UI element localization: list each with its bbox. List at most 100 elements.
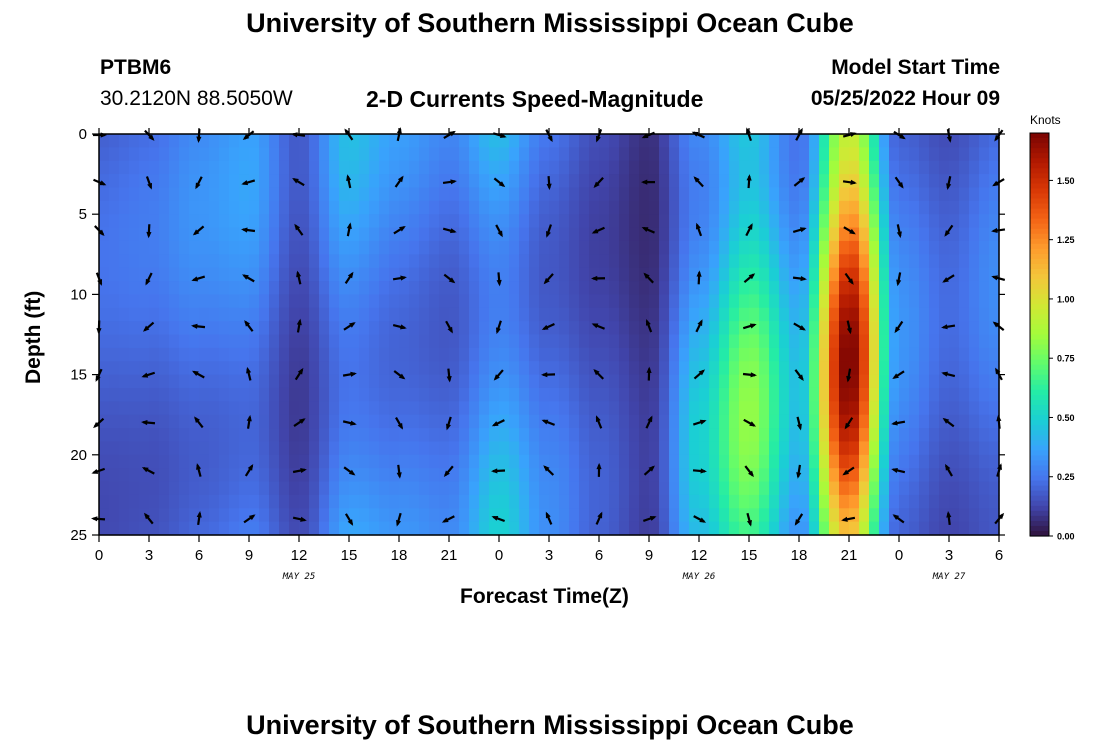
heat-cell (339, 321, 350, 336)
heat-cell (259, 361, 270, 376)
heat-cell (849, 294, 860, 309)
heat-cell (919, 494, 930, 509)
heat-cell (969, 347, 980, 362)
heat-cell (729, 200, 740, 215)
heat-cell (839, 281, 850, 295)
heat-cell (99, 454, 110, 469)
heat-cell (469, 281, 480, 295)
heat-cell (739, 508, 750, 523)
heat-cell (199, 160, 210, 175)
heat-cell (149, 481, 160, 496)
heat-cell (659, 347, 670, 362)
heat-cell (149, 214, 160, 229)
heat-cell (459, 481, 470, 496)
heat-cell (379, 187, 390, 202)
heat-cell (809, 414, 820, 429)
heat-cell (299, 214, 310, 229)
heat-cell (269, 240, 280, 255)
heat-cell (829, 387, 840, 402)
heat-cell (169, 521, 180, 536)
heat-cell (199, 414, 210, 429)
heat-cell (749, 134, 760, 148)
heat-cell (349, 481, 360, 496)
colorbar-swatch (1030, 188, 1049, 195)
heat-cell (959, 160, 970, 175)
heat-cell (729, 160, 740, 175)
colorbar-swatch (1030, 470, 1049, 477)
heat-cell (339, 187, 350, 202)
heat-cell (379, 227, 390, 242)
heat-cell (639, 160, 650, 175)
heat-cell (179, 147, 190, 162)
heat-cell (109, 361, 120, 376)
heat-cell (139, 200, 150, 215)
heat-cell (929, 468, 940, 483)
heat-cell (419, 401, 430, 416)
heat-cell (959, 374, 970, 389)
heat-cell (269, 374, 280, 389)
heat-cell (349, 254, 360, 269)
heat-cell (709, 494, 720, 509)
heat-cell (819, 214, 830, 229)
heat-cell (109, 414, 120, 429)
heat-cell (919, 334, 930, 349)
current-arrow (645, 415, 653, 429)
heat-cell (229, 347, 240, 362)
heat-cell (279, 200, 290, 215)
heat-cell (369, 307, 380, 322)
heat-cell (289, 240, 300, 255)
heat-cell (809, 174, 820, 189)
heat-cell (379, 160, 390, 175)
heat-cell (759, 521, 770, 536)
heat-cell (179, 347, 190, 362)
heat-cell (599, 134, 610, 148)
heat-cell (279, 454, 290, 469)
heat-cell (579, 160, 590, 175)
heat-cell (899, 281, 910, 295)
heat-cell (959, 481, 970, 496)
heat-cell (599, 401, 610, 416)
heat-cell (919, 361, 930, 376)
heat-cell (219, 294, 230, 309)
heat-cell (929, 508, 940, 523)
heat-cell (219, 441, 230, 456)
heat-cell (209, 227, 220, 242)
current-arrow (945, 463, 953, 477)
current-arrow (346, 222, 352, 237)
heat-cell (219, 508, 230, 523)
heat-cell (689, 454, 700, 469)
heat-cell (639, 508, 650, 523)
heat-cell (839, 428, 850, 443)
current-arrow (596, 462, 602, 477)
heat-cell (959, 254, 970, 269)
heat-cell (129, 401, 140, 416)
heat-cell (949, 334, 960, 349)
heat-cell (919, 160, 930, 175)
heat-cell (499, 481, 510, 496)
heat-cell (449, 494, 460, 509)
heat-cell (879, 441, 890, 456)
heat-cell (379, 401, 390, 416)
heat-cell (249, 374, 260, 389)
heat-cell (259, 321, 270, 336)
heat-cell (959, 147, 970, 162)
heat-cell (939, 134, 950, 148)
heat-cell (549, 374, 560, 389)
heat-cell (969, 134, 980, 148)
heat-cell (329, 387, 340, 402)
heat-cell (179, 401, 190, 416)
heat-cell (379, 508, 390, 523)
heat-cell (629, 521, 640, 536)
heat-cell (979, 307, 990, 322)
heat-cell (169, 414, 180, 429)
heat-cell (759, 227, 770, 242)
heat-cell (339, 481, 350, 496)
heat-cell (249, 240, 260, 255)
heat-cell (649, 521, 660, 536)
heat-cell (559, 281, 570, 295)
colorbar-units: Knots (1030, 113, 1061, 127)
heat-cell (569, 281, 580, 295)
heat-cell (359, 441, 370, 456)
heat-cell (549, 200, 560, 215)
heat-cell (839, 307, 850, 322)
